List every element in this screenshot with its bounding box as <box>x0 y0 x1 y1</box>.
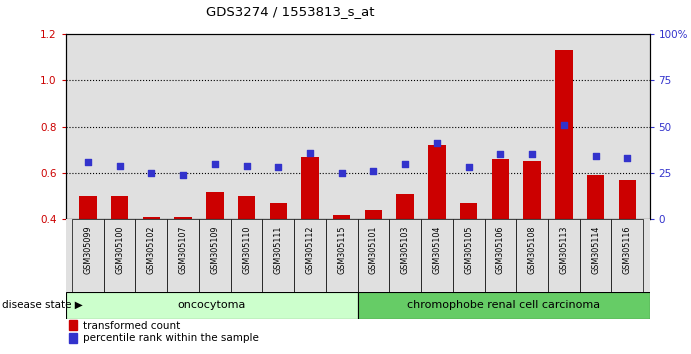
Bar <box>174 217 192 219</box>
Point <box>241 163 252 169</box>
Text: GSM305102: GSM305102 <box>146 225 156 274</box>
Point <box>431 141 442 146</box>
Bar <box>269 203 287 219</box>
Text: GSM305114: GSM305114 <box>591 225 600 274</box>
Text: GSM305109: GSM305109 <box>210 225 219 274</box>
Bar <box>421 219 453 292</box>
Text: GSM305106: GSM305106 <box>496 225 505 274</box>
Point <box>590 154 601 159</box>
Bar <box>142 217 160 219</box>
Point <box>558 122 569 127</box>
Point <box>622 155 633 161</box>
Text: oncocytoma: oncocytoma <box>178 300 246 310</box>
Bar <box>326 219 358 292</box>
Point <box>305 150 316 155</box>
Bar <box>587 175 605 219</box>
Text: GSM305111: GSM305111 <box>274 225 283 274</box>
Point <box>273 165 284 170</box>
Bar <box>618 180 636 219</box>
Bar <box>79 196 97 219</box>
Point <box>337 170 348 176</box>
Bar <box>523 161 541 219</box>
Bar <box>365 210 382 219</box>
Text: disease state ▶: disease state ▶ <box>2 300 83 310</box>
Text: GSM305104: GSM305104 <box>433 225 442 274</box>
Text: GSM305113: GSM305113 <box>559 225 569 274</box>
Bar <box>460 203 477 219</box>
Text: GSM305099: GSM305099 <box>84 225 93 274</box>
Bar <box>484 219 516 292</box>
Bar <box>206 192 223 219</box>
Text: transformed count: transformed count <box>83 321 180 331</box>
Point <box>399 161 410 166</box>
Point <box>146 170 157 176</box>
Bar <box>104 219 135 292</box>
Bar <box>294 219 326 292</box>
Bar <box>492 159 509 219</box>
Bar <box>580 219 612 292</box>
Bar <box>135 219 167 292</box>
Point <box>463 165 474 170</box>
Bar <box>428 145 446 219</box>
Bar <box>231 219 263 292</box>
Bar <box>72 219 104 292</box>
Bar <box>238 196 255 219</box>
Bar <box>263 219 294 292</box>
Point <box>527 152 538 157</box>
Text: GSM305101: GSM305101 <box>369 225 378 274</box>
Text: GSM305108: GSM305108 <box>528 225 537 274</box>
Bar <box>358 219 389 292</box>
Bar <box>66 292 358 319</box>
Text: GSM305105: GSM305105 <box>464 225 473 274</box>
Text: GDS3274 / 1553813_s_at: GDS3274 / 1553813_s_at <box>206 5 375 18</box>
Text: GSM305112: GSM305112 <box>305 225 314 274</box>
Text: GSM305110: GSM305110 <box>242 225 251 274</box>
Text: GSM305115: GSM305115 <box>337 225 346 274</box>
Bar <box>548 219 580 292</box>
Text: GSM305103: GSM305103 <box>401 225 410 274</box>
Point <box>368 168 379 174</box>
Point <box>495 152 506 157</box>
Bar <box>555 50 573 219</box>
Text: chromophobe renal cell carcinoma: chromophobe renal cell carcinoma <box>407 300 600 310</box>
Bar <box>612 219 643 292</box>
Text: GSM305116: GSM305116 <box>623 225 632 274</box>
Bar <box>167 219 199 292</box>
Bar <box>516 219 548 292</box>
Bar <box>453 219 484 292</box>
Point <box>114 163 125 169</box>
Bar <box>389 219 421 292</box>
Bar <box>358 292 650 319</box>
Point <box>209 161 220 166</box>
Bar <box>199 219 231 292</box>
Bar <box>111 196 129 219</box>
Point <box>178 172 189 178</box>
Bar <box>397 194 414 219</box>
Text: GSM305107: GSM305107 <box>178 225 187 274</box>
Point <box>82 159 93 165</box>
Text: percentile rank within the sample: percentile rank within the sample <box>83 333 259 343</box>
Bar <box>333 215 350 219</box>
Bar <box>301 157 319 219</box>
Text: GSM305100: GSM305100 <box>115 225 124 274</box>
